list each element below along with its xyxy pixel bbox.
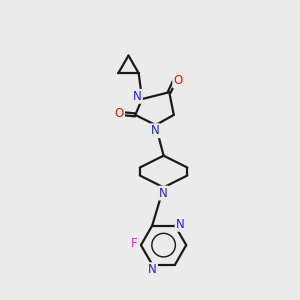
Text: N: N <box>133 90 142 103</box>
Text: F: F <box>131 238 138 250</box>
Text: N: N <box>148 263 157 276</box>
Text: N: N <box>159 187 168 200</box>
Text: O: O <box>115 107 124 120</box>
Text: N: N <box>176 218 184 231</box>
Text: O: O <box>173 74 182 87</box>
Text: N: N <box>151 124 160 137</box>
